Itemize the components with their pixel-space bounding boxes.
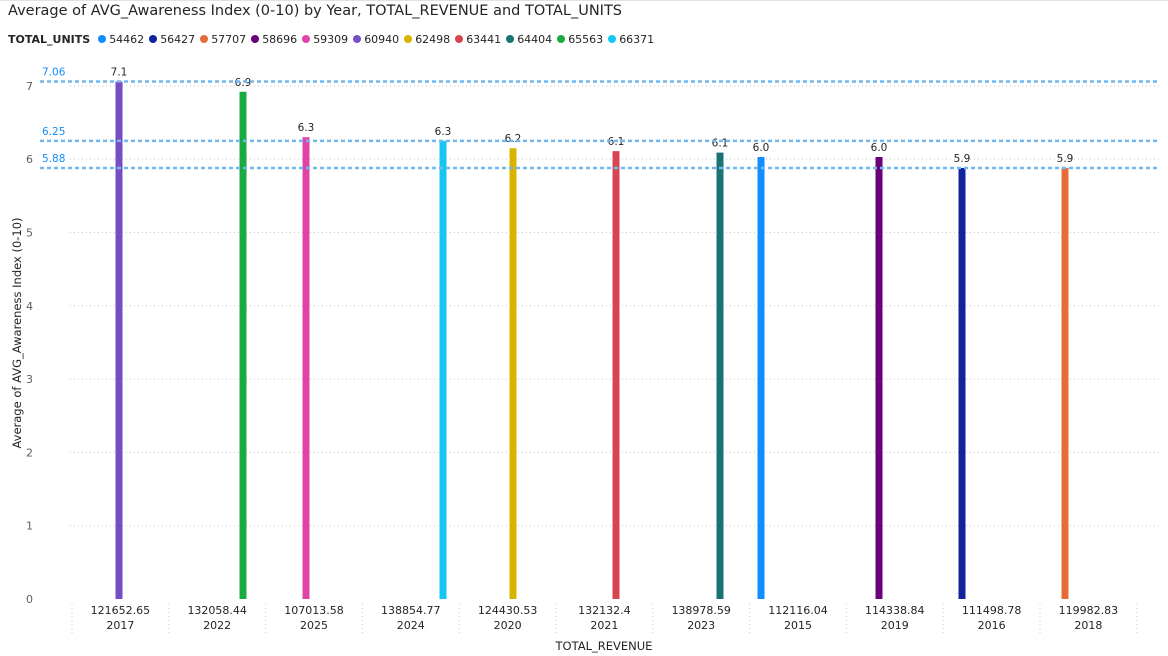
legend-label: 56427 <box>160 32 196 46</box>
data-label: 6.0 <box>753 142 770 154</box>
legend-marker <box>149 35 158 43</box>
legend-marker <box>353 35 362 43</box>
legend-label: 66371 <box>619 32 655 46</box>
legend-item[interactable]: 60940 <box>353 33 399 46</box>
y-tick-label: 2 <box>26 446 33 459</box>
x-tick-revenue: 114338.84 <box>865 604 925 617</box>
x-tick-revenue: 124430.53 <box>478 604 538 617</box>
data-label: 7.1 <box>111 67 128 79</box>
x-tick-revenue: 132132.4 <box>578 604 631 617</box>
legend-item[interactable]: 57707 <box>200 33 246 46</box>
bar[interactable] <box>958 167 966 599</box>
y-tick-label: 6 <box>26 153 33 166</box>
legend-item[interactable]: 66371 <box>608 33 654 46</box>
x-tick-year: 2023 <box>687 619 715 632</box>
legend-item[interactable]: 65563 <box>557 33 603 46</box>
legend-item[interactable]: 58696 <box>251 33 297 46</box>
y-tick-label: 3 <box>26 373 33 386</box>
x-tick-revenue: 132058.44 <box>187 604 247 617</box>
legend-marker <box>404 35 413 43</box>
x-tick-revenue: 111498.78 <box>962 604 1022 617</box>
chart-title: Average of AVG_Awareness Index (0-10) by… <box>8 3 623 19</box>
x-tick-revenue: 119982.83 <box>1059 604 1119 617</box>
data-label: 6.9 <box>235 77 252 89</box>
bar[interactable] <box>239 91 247 599</box>
legend-marker <box>455 35 464 43</box>
reference-line-label: 6.25 <box>42 126 65 138</box>
y-axis-title: Average of AVG_Awareness Index (0-10) <box>10 217 24 449</box>
x-tick-year: 2019 <box>881 619 909 632</box>
legend-item[interactable]: 63441 <box>455 33 501 46</box>
data-label: 6.0 <box>871 142 888 154</box>
bar[interactable] <box>115 81 123 599</box>
bar[interactable] <box>612 151 620 599</box>
bar[interactable] <box>875 157 883 599</box>
x-tick-year: 2020 <box>494 619 522 632</box>
legend-label: 58696 <box>262 32 298 46</box>
legend-label: 65563 <box>568 32 604 46</box>
y-tick-label: 1 <box>26 520 33 533</box>
x-tick-revenue: 112116.04 <box>768 604 828 617</box>
legend-marker <box>98 35 107 43</box>
legend: TOTAL_UNITS 54462 56427 57707 58696 59309 609… <box>8 31 659 47</box>
legend-items: 54462 56427 57707 58696 59309 60940 62498 63441… <box>98 33 659 46</box>
legend-marker <box>557 35 566 43</box>
data-label: 6.2 <box>505 133 522 145</box>
legend-marker <box>506 35 515 43</box>
data-label: 6.3 <box>298 122 315 134</box>
reference-line-label: 5.88 <box>42 153 65 165</box>
legend-marker <box>200 35 209 43</box>
x-tick-year: 2022 <box>203 619 231 632</box>
x-tick-year: 2018 <box>1074 619 1102 632</box>
x-tick-year: 2016 <box>978 619 1006 632</box>
x-tick-year: 2017 <box>106 619 134 632</box>
top-border <box>0 0 1168 1</box>
x-tick-year: 2025 <box>300 619 328 632</box>
y-tick-label: 7 <box>26 80 33 93</box>
y-tick-label: 0 <box>26 593 33 606</box>
data-label: 5.9 <box>1057 153 1074 165</box>
x-tick-year: 2021 <box>590 619 618 632</box>
x-tick-year: 2024 <box>397 619 425 632</box>
x-tick-revenue: 138854.77 <box>381 604 441 617</box>
y-tick-label: 4 <box>26 300 33 313</box>
data-label: 6.3 <box>435 126 452 138</box>
legend-label: 59309 <box>313 32 349 46</box>
legend-marker <box>608 35 617 43</box>
legend-label: 62498 <box>415 32 451 46</box>
x-tick-revenue: 107013.58 <box>284 604 344 617</box>
bar[interactable] <box>509 148 517 599</box>
legend-label: 64404 <box>517 32 553 46</box>
x-tick-revenue: 138978.59 <box>671 604 731 617</box>
legend-item[interactable]: 56427 <box>149 33 195 46</box>
data-label: 6.1 <box>608 136 625 148</box>
legend-label: 54462 <box>109 32 145 46</box>
data-label: 6.1 <box>712 138 729 150</box>
legend-title: TOTAL_UNITS <box>8 32 91 46</box>
bar[interactable] <box>302 137 310 599</box>
legend-label: 63441 <box>466 32 502 46</box>
legend-label: 57707 <box>211 32 247 46</box>
x-tick-revenue: 121652.65 <box>91 604 151 617</box>
bar[interactable] <box>757 157 765 599</box>
bar[interactable] <box>439 140 447 599</box>
legend-item[interactable]: 62498 <box>404 33 450 46</box>
data-label: 5.9 <box>954 153 971 165</box>
x-axis-title: TOTAL_REVENUE <box>555 639 653 653</box>
legend-marker <box>251 35 260 43</box>
bar[interactable] <box>1061 167 1069 599</box>
y-tick-label: 5 <box>26 227 33 240</box>
legend-item[interactable]: 59309 <box>302 33 348 46</box>
legend-item[interactable]: 64404 <box>506 33 552 46</box>
x-tick-year: 2015 <box>784 619 812 632</box>
legend-item[interactable]: 54462 <box>98 33 144 46</box>
legend-label: 60940 <box>364 32 400 46</box>
legend-marker <box>302 35 311 43</box>
bar[interactable] <box>716 152 724 599</box>
reference-line-label: 7.06 <box>42 67 66 79</box>
